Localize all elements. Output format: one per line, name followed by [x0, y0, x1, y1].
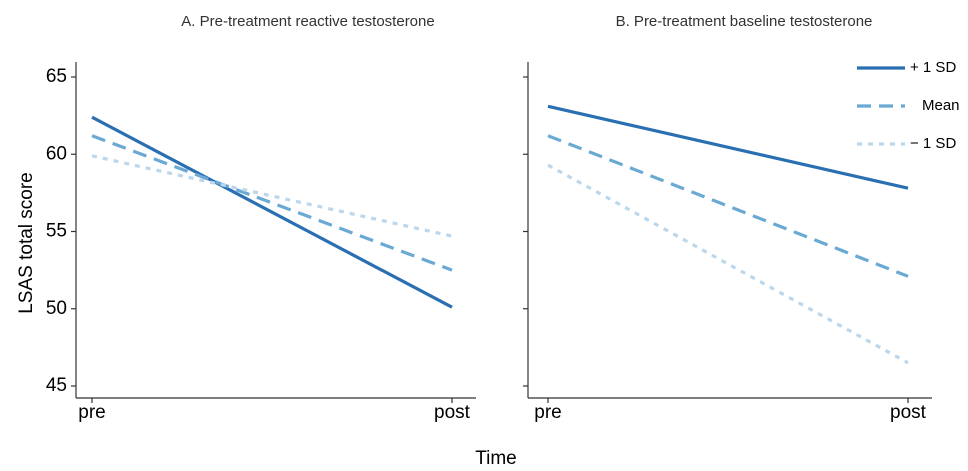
- x-tick-label: post: [890, 402, 927, 423]
- x-axis-label: Time: [475, 448, 517, 469]
- panel-0-series-line: [91, 115, 453, 309]
- x-tick-label: pre: [534, 402, 561, 423]
- y-tick-label: 60: [46, 143, 67, 164]
- y-axis-label: LSAS total score: [16, 172, 37, 314]
- panel-b-title: B. Pre-treatment baseline testosterone: [616, 13, 873, 30]
- panel-0-series-line: [91, 134, 453, 272]
- x-tick-label: post: [434, 402, 471, 423]
- y-tick-label: 50: [46, 298, 67, 319]
- panel-a-axes: [75, 62, 476, 399]
- legend-entry-label: + 1 SD: [910, 59, 956, 76]
- panel-1-series-line: [547, 134, 909, 278]
- panel-b-axes: [527, 62, 932, 399]
- x-tick-label: pre: [78, 402, 105, 423]
- y-tick-label: 65: [46, 66, 67, 87]
- panel-1-series-line: [547, 163, 909, 365]
- legend-entry-label: − 1 SD: [910, 135, 956, 152]
- panel-0-series-line: [91, 154, 453, 238]
- panel-1-series-line: [547, 104, 909, 190]
- y-tick-label: 55: [46, 221, 67, 242]
- panel-a-title: A. Pre-treatment reactive testosterone: [181, 13, 434, 30]
- legend-entry-label: Mean: [922, 97, 960, 114]
- y-tick-label: 45: [46, 375, 67, 396]
